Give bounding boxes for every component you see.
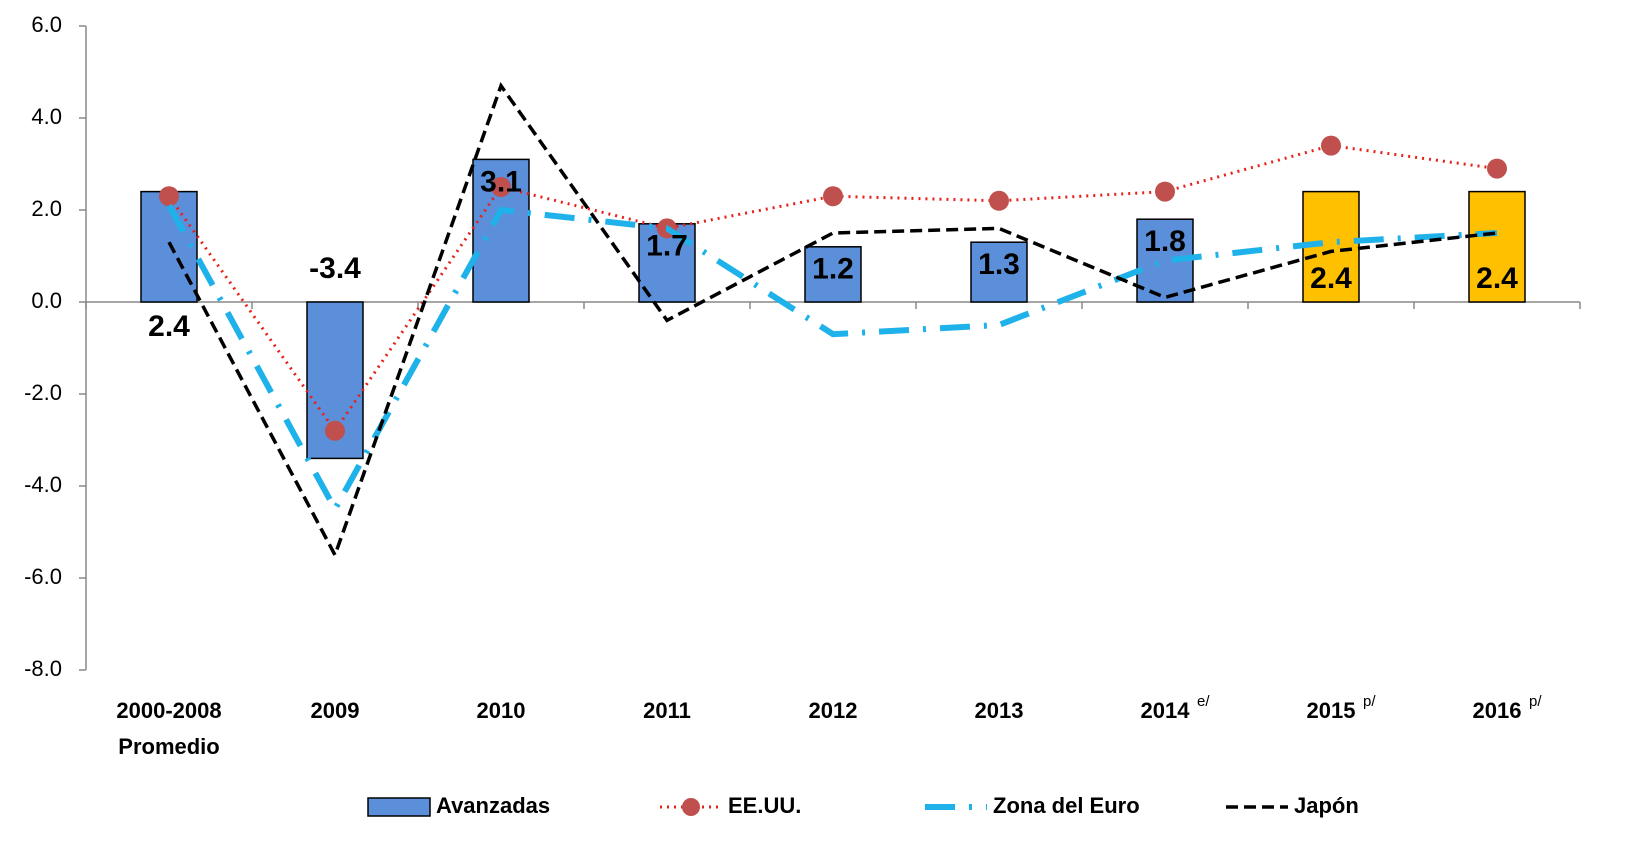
marker xyxy=(325,420,345,441)
y-tick-label: -8.0 xyxy=(24,656,62,681)
x-tick-label: 2013 xyxy=(975,698,1024,723)
x-tick-label: 2016 xyxy=(1473,698,1522,723)
legend-label: Japón xyxy=(1294,793,1359,818)
legend-label: Avanzadas xyxy=(436,793,550,818)
marker xyxy=(1321,135,1341,156)
x-tick-label: 2009 xyxy=(311,698,360,723)
y-tick-label: -4.0 xyxy=(24,472,62,497)
legend-label: Zona del Euro xyxy=(993,793,1140,818)
value-label: 1.8 xyxy=(1144,225,1186,258)
bar xyxy=(1468,190,1526,303)
line-dashed xyxy=(167,82,1498,560)
marker xyxy=(1155,181,1175,202)
line-dotted-markers xyxy=(167,144,1498,434)
marker xyxy=(823,186,843,207)
y-tick-label: 6.0 xyxy=(31,12,62,37)
y-tick-label: -2.0 xyxy=(24,380,62,405)
value-label: 1.7 xyxy=(646,230,688,263)
bar xyxy=(804,246,862,303)
value-label: 2.4 xyxy=(1476,262,1518,295)
legend-label: EE.UU. xyxy=(728,793,801,818)
marker xyxy=(159,186,179,207)
x-tick-label: 2011 xyxy=(643,698,691,723)
y-tick-label: 2.0 xyxy=(31,196,62,221)
x-tick-note: p/ xyxy=(1363,693,1376,710)
value-label: 1.3 xyxy=(978,248,1020,281)
x-tick-label: 2015 xyxy=(1307,698,1356,723)
x-tick-label: 2012 xyxy=(809,698,858,723)
x-tick-label: 2014 xyxy=(1141,698,1191,723)
marker xyxy=(989,190,1009,211)
x-tick-label: 2000-2008 xyxy=(116,698,221,723)
value-label: -3.4 xyxy=(309,252,361,285)
marker xyxy=(1487,158,1507,179)
y-tick-label: -6.0 xyxy=(24,564,62,589)
bar xyxy=(970,241,1028,303)
value-label: 2.4 xyxy=(148,310,190,343)
x-tick-note: e/ xyxy=(1197,693,1210,710)
value-label: 3.1 xyxy=(480,165,522,198)
marker xyxy=(491,177,511,197)
y-tick-label: 4.0 xyxy=(31,104,62,129)
legend-swatch xyxy=(367,797,431,817)
x-tick-note: p/ xyxy=(1529,693,1542,710)
y-tick-label: 0.0 xyxy=(31,288,62,313)
legend-marker xyxy=(682,798,700,816)
x-tick-label: 2010 xyxy=(477,698,526,723)
x-tick-sublabel: Promedio xyxy=(118,734,219,759)
value-label: 2.4 xyxy=(1310,262,1352,295)
line-dash-dot xyxy=(166,203,1498,516)
value-label: 1.2 xyxy=(812,253,854,286)
